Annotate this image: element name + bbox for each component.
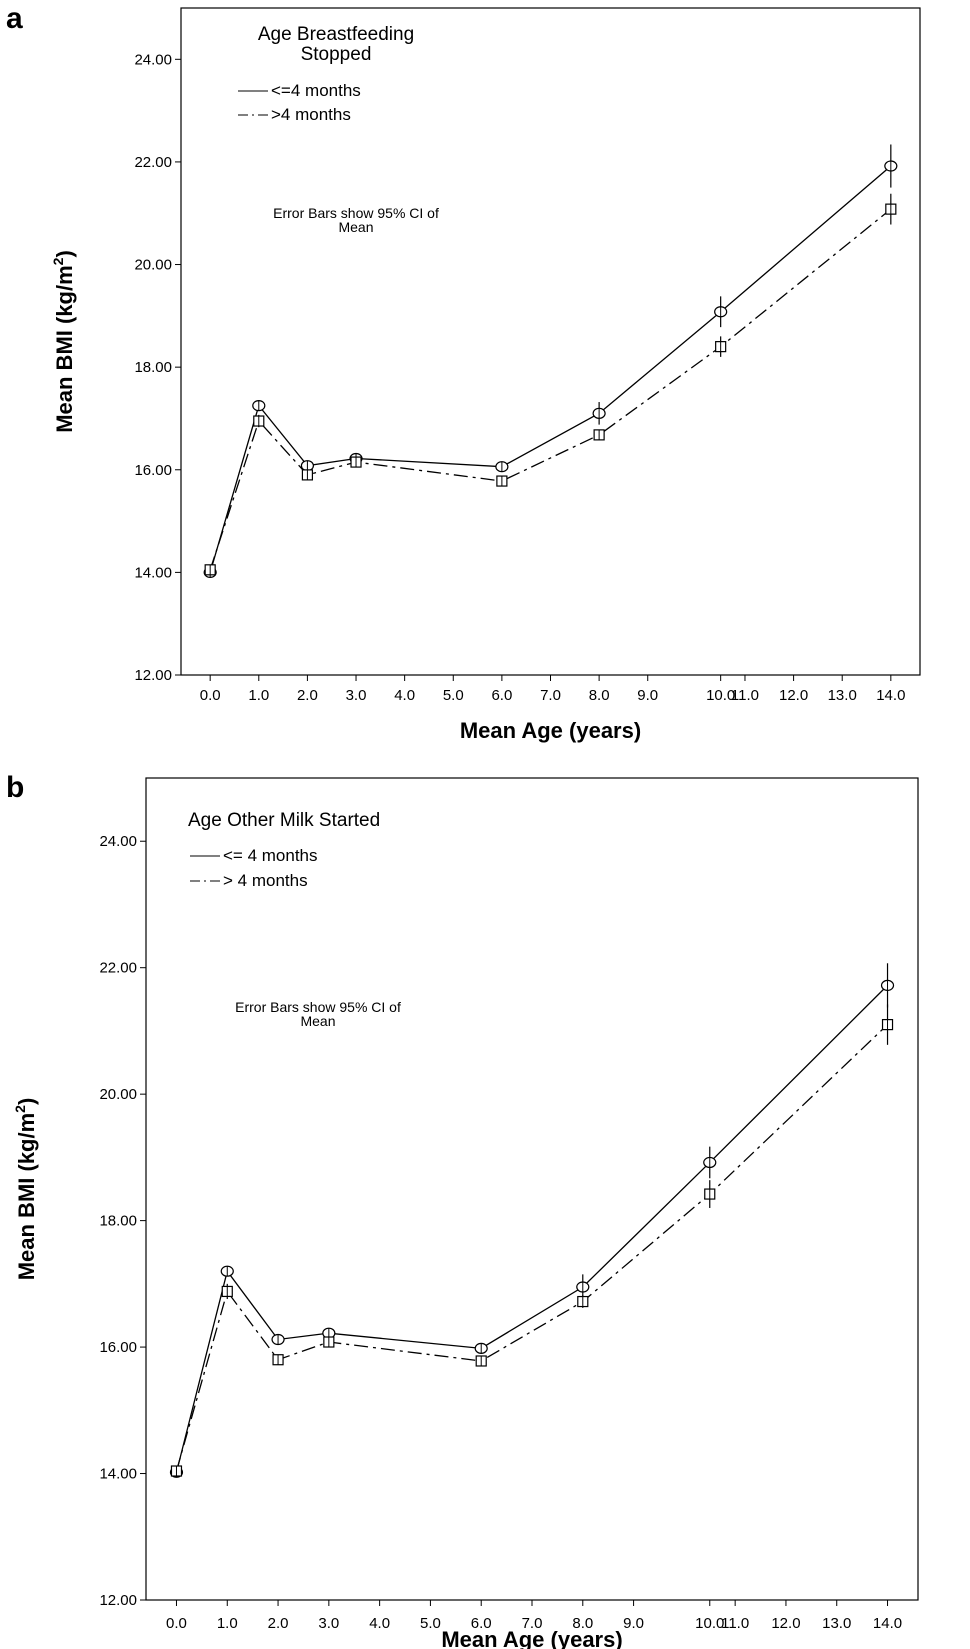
y-tick-label: 24.00 — [134, 51, 172, 68]
y-tick-label: 22.00 — [99, 960, 137, 977]
x-tick-label: 2.0 — [297, 687, 318, 704]
x-tick-label: 0.0 — [200, 687, 221, 704]
x-tick-label: 14.0 — [873, 1615, 902, 1632]
y-axis-title-end: ) — [52, 250, 77, 257]
panel-letter: b — [6, 771, 24, 804]
x-tick-label: 1.0 — [217, 1615, 238, 1632]
y-axis-title: Mean BMI (kg/m2) — [50, 250, 77, 433]
y-tick-label: 22.00 — [134, 154, 172, 171]
legend-entry-label: <= 4 months — [223, 846, 318, 865]
legend-entry-label: >4 months — [271, 105, 351, 124]
y-tick-label: 14.00 — [99, 1466, 137, 1483]
x-tick-label: 14.0 — [876, 687, 905, 704]
x-tick-label: 2.0 — [268, 1615, 289, 1632]
x-tick-label: 5.0 — [443, 687, 464, 704]
legend-entry-label: > 4 months — [223, 871, 308, 890]
x-tick-label: 7.0 — [540, 687, 561, 704]
y-tick-label: 16.00 — [134, 462, 172, 479]
x-tick-label: 8.0 — [589, 687, 610, 704]
series-line — [175, 1024, 888, 1472]
x-axis-title: Mean Age (years) — [460, 718, 641, 743]
x-tick-label: 11.0 — [731, 687, 759, 704]
error-bar-note: Mean — [300, 1013, 335, 1029]
x-tick-label: 7.0 — [522, 1615, 543, 1632]
x-tick-label: 4.0 — [369, 1615, 390, 1632]
x-tick-label: 6.0 — [491, 687, 512, 704]
x-tick-label: 4.0 — [394, 687, 415, 704]
y-tick-label: 18.00 — [99, 1213, 137, 1230]
x-axis-title: Mean Age (years) — [441, 1627, 622, 1649]
error-bar-note: Error Bars show 95% CI of — [273, 205, 439, 221]
x-tick-label: 9.0 — [637, 687, 658, 704]
y-tick-label: 14.00 — [134, 564, 172, 581]
legend-entry-label: <=4 months — [271, 81, 361, 100]
y-tick-label: 20.00 — [134, 257, 172, 274]
y-axis-title-superscript: 2 — [50, 257, 66, 265]
series-line — [209, 208, 892, 571]
x-tick-label: 9.0 — [623, 1615, 644, 1632]
legend-title: Age Other Milk Started — [188, 810, 380, 831]
y-tick-label: 12.00 — [99, 1592, 137, 1609]
y-axis-title-text: Mean BMI (kg/m — [52, 265, 77, 432]
y-axis-title: Mean BMI (kg/m2) — [12, 1098, 39, 1281]
y-tick-label: 12.00 — [134, 667, 172, 684]
x-tick-label: 3.0 — [318, 1615, 339, 1632]
y-tick-label: 24.00 — [99, 833, 137, 850]
x-tick-label: 1.0 — [248, 687, 269, 704]
y-tick-label: 16.00 — [99, 1339, 137, 1356]
x-tick-label: 10.0 — [706, 687, 735, 704]
x-tick-label: 13.0 — [828, 687, 857, 704]
x-tick-label: 3.0 — [346, 687, 367, 704]
x-tick-label: 11.0 — [721, 1615, 749, 1632]
x-tick-label: 13.0 — [822, 1615, 851, 1632]
legend-title: Stopped — [301, 44, 372, 65]
y-axis-title-text: Mean BMI (kg/m — [14, 1113, 39, 1280]
series-line — [175, 984, 888, 1473]
x-tick-label: 12.0 — [771, 1615, 800, 1632]
panel-letter: a — [6, 2, 23, 35]
y-tick-label: 18.00 — [134, 359, 172, 376]
error-bar-note: Error Bars show 95% CI of — [235, 999, 401, 1015]
x-tick-label: 12.0 — [779, 687, 808, 704]
series-line — [209, 165, 892, 573]
x-tick-label: 6.0 — [471, 1615, 492, 1632]
x-tick-label: 0.0 — [166, 1615, 187, 1632]
chart-panel-a: a 12.00 14.00 16.00 18.00 20.00 22.00 24.00 0.0 1… — [6, 2, 921, 743]
plot-frame — [145, 777, 919, 1601]
y-tick-label: 20.00 — [99, 1086, 137, 1103]
y-axis-title-superscript: 2 — [12, 1105, 28, 1113]
y-axis-title-end: ) — [14, 1098, 39, 1105]
x-tick-label: 5.0 — [420, 1615, 441, 1632]
chart-panel-b: b 12.00 14.00 16.00 18.00 20.00 22.00 24.00 0.0 1… — [6, 771, 919, 1649]
legend-title: Age Breastfeeding — [258, 24, 414, 45]
error-bar-note: Mean — [338, 219, 373, 235]
x-tick-label: 10.0 — [695, 1615, 724, 1632]
x-tick-label: 8.0 — [572, 1615, 593, 1632]
